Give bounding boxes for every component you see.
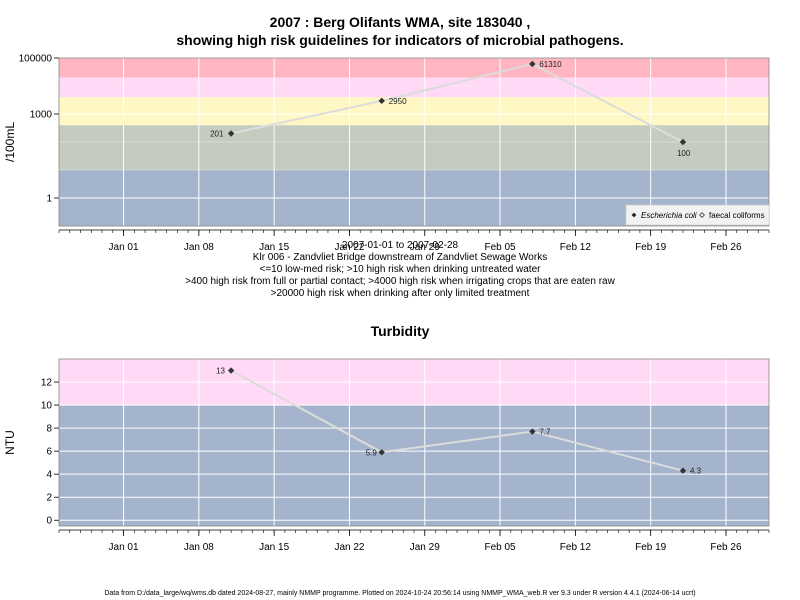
turbidity-x-tick-label: Jan 08 (184, 542, 214, 553)
turbidity-data-point (378, 449, 385, 456)
turbidity-data-point (227, 367, 235, 374)
turbidity-y-tick-label: 8 (46, 424, 52, 435)
turbidity-y-tick-label: 0 (46, 516, 52, 527)
ecoli-x-tick-label: Feb 26 (710, 242, 742, 253)
ecoli-data-label: 100 (677, 149, 691, 158)
turbidity-y-tick-label: 6 (46, 447, 52, 458)
turbidity-x-tick-label: Jan 29 (410, 542, 440, 553)
turbidity-data-label: 5.9 (366, 448, 378, 457)
ecoli-data-label: 61310 (539, 60, 562, 69)
turbidity-data-label: 13 (216, 367, 225, 376)
ecoli-risk-band (59, 77, 769, 98)
turbidity-title: Turbidity (370, 323, 430, 339)
legend-label-ecoli: Escherichia coli (641, 211, 697, 220)
caption-guideline-1: <=10 low-med risk; >10 high risk when dr… (259, 264, 541, 275)
caption-date-range: 2007-01-01 to 2007-02-28 (341, 240, 459, 251)
legend-marker-faecal (699, 212, 705, 218)
ecoli-y-axis-label: /100mL (3, 122, 17, 162)
caption-guideline-3: >20000 high risk when drinking after onl… (270, 288, 530, 299)
turbidity-x-tick-label: Jan 15 (259, 542, 289, 553)
ecoli-y-tick-label: 1 (46, 194, 52, 205)
turbidity-y-tick-label: 4 (46, 470, 52, 481)
ecoli-y-tick-label: 100000 (19, 54, 53, 65)
turbidity-series-line (230, 369, 684, 472)
turbidity-plot-frame (58, 358, 770, 527)
turbidity-data-label: 4.3 (690, 467, 702, 476)
turbidity-y-axis-label: NTU (3, 430, 17, 455)
ecoli-risk-band (59, 58, 769, 78)
ecoli-y-tick-label: 1000 (30, 110, 53, 121)
ecoli-x-tick-label: Feb 12 (560, 242, 592, 253)
ecoli-data-point (529, 60, 536, 68)
ecoli-x-tick-label: Jan 29 (410, 242, 440, 253)
ecoli-x-tick-label: Feb 19 (635, 242, 667, 253)
ecoli-data-point (378, 97, 385, 105)
ecoli-risk-band (59, 97, 769, 126)
ecoli-x-tick-label: Jan 08 (184, 242, 214, 253)
ecoli-series-line (230, 62, 684, 143)
legend-label-faecal: faecal coliforms (709, 211, 765, 220)
ecoli-x-tick-label: Jan 22 (334, 242, 364, 253)
ecoli-x-tick-label: Jan 15 (259, 242, 289, 253)
footer-note: Data from D:/data_large/wq/wms.db dated … (104, 590, 696, 597)
turbidity-x-tick-label: Feb 26 (710, 542, 742, 553)
ecoli-plot-frame (58, 57, 770, 227)
chart-title-line2: showing high risk guidelines for indicat… (176, 32, 624, 48)
ecoli-data-point (227, 130, 235, 137)
turbidity-x-tick-label: Jan 01 (109, 542, 139, 553)
ecoli-data-label: 2950 (389, 97, 407, 106)
ecoli-data-point (679, 138, 687, 146)
legend-marker-ecoli (631, 212, 637, 218)
turbidity-x-tick-label: Jan 22 (334, 542, 364, 553)
turbidity-data-label: 7.7 (539, 428, 551, 437)
turbidity-y-tick-label: 2 (46, 493, 52, 504)
chart-title-line1: 2007 : Berg Olifants WMA, site 183040 , (269, 14, 531, 30)
legend-box (625, 204, 770, 226)
turbidity-x-tick-label: Feb 19 (635, 542, 667, 553)
turbidity-y-tick-label: 10 (41, 401, 53, 412)
ecoli-x-tick-label: Feb 05 (484, 242, 516, 253)
turbidity-x-tick-label: Feb 12 (560, 542, 592, 553)
turbidity-data-point (529, 428, 536, 435)
caption-guideline-2: >400 high risk from full or partial cont… (185, 276, 615, 287)
turbidity-y-tick-label: 12 (41, 378, 53, 389)
caption-site: Klr 006 - Zandvliet Bridge downstream of… (252, 252, 548, 263)
turbidity-x-tick-label: Feb 05 (484, 542, 516, 553)
ecoli-x-tick-label: Jan 01 (109, 242, 139, 253)
ecoli-data-label: 201 (210, 130, 224, 139)
turbidity-data-point (679, 467, 687, 474)
